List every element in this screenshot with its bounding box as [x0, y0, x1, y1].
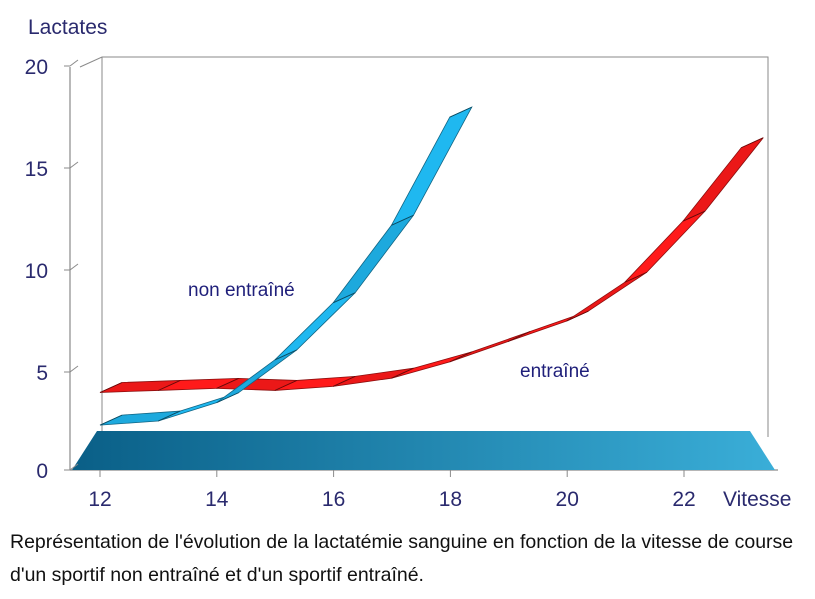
- y-tick-label: 10: [25, 260, 48, 283]
- y-tick-diag: [69, 365, 79, 373]
- series-entraine: [99, 137, 764, 393]
- series-segment: [624, 210, 706, 283]
- x-tick-label: 20: [556, 488, 579, 511]
- data-point: [566, 310, 589, 322]
- data-point: [449, 351, 472, 363]
- y-tick-label: 5: [36, 362, 48, 385]
- series-segment: [449, 331, 531, 363]
- data-point: [624, 271, 647, 283]
- y-tick-diag: [69, 161, 79, 169]
- y-tick-label: 20: [25, 56, 48, 79]
- data-point: [333, 292, 356, 304]
- series-label-entraine: entraîné: [520, 361, 590, 382]
- series-segment: [332, 214, 414, 304]
- data-point: [99, 382, 123, 393]
- data-point: [682, 210, 706, 222]
- y-tick-label: 15: [25, 158, 48, 181]
- data-point: [274, 380, 298, 391]
- series-label-non-entraine: non entraîné: [188, 280, 295, 301]
- chart-frame: [69, 56, 778, 471]
- y-tick-diag: [69, 59, 79, 67]
- x-tick-label: 12: [88, 488, 111, 511]
- data-point: [274, 349, 298, 361]
- data-point: [507, 331, 531, 342]
- data-point: [158, 410, 181, 422]
- figure-caption: Représentation de l'évolution de la lact…: [10, 531, 794, 586]
- series-segment: [391, 351, 472, 379]
- data-point: [216, 378, 239, 389]
- x-tick-label: 22: [672, 488, 695, 511]
- ticks-layer: 0 5 10 15 20 12 14 16 18 20 22: [25, 56, 696, 511]
- data-point: [449, 106, 472, 118]
- data-point: [391, 214, 414, 226]
- x-axis-label: Vitesse: [723, 488, 792, 511]
- data-point: [741, 137, 764, 149]
- lactate-chart: 0 5 10 15 20 12 14 16 18 20 22 Lactates Vitesse no…: [25, 16, 792, 511]
- series-segment: [274, 292, 356, 361]
- x-tick-label: 14: [205, 488, 229, 511]
- series-segment: [216, 349, 298, 404]
- y-tick-label: 0: [36, 460, 48, 483]
- y-tick-diag: [69, 263, 79, 271]
- series-segment: [390, 106, 473, 227]
- y-tick-diag: [69, 463, 79, 471]
- series-layer: [99, 106, 764, 426]
- data-point: [158, 380, 181, 391]
- floor-slab: [72, 431, 775, 470]
- data-point: [216, 392, 239, 404]
- x-tick-label: 16: [322, 488, 345, 511]
- data-point: [391, 367, 414, 379]
- y-axis-label: Lactates: [28, 16, 107, 39]
- data-point: [333, 375, 356, 387]
- series-segment: [682, 137, 764, 222]
- data-point: [99, 414, 123, 426]
- x-tick-label: 18: [439, 488, 462, 511]
- series-non-entraine: [99, 106, 473, 426]
- back-wall: [79, 56, 769, 437]
- series-segment: [566, 271, 647, 322]
- chart-floor: [72, 431, 775, 470]
